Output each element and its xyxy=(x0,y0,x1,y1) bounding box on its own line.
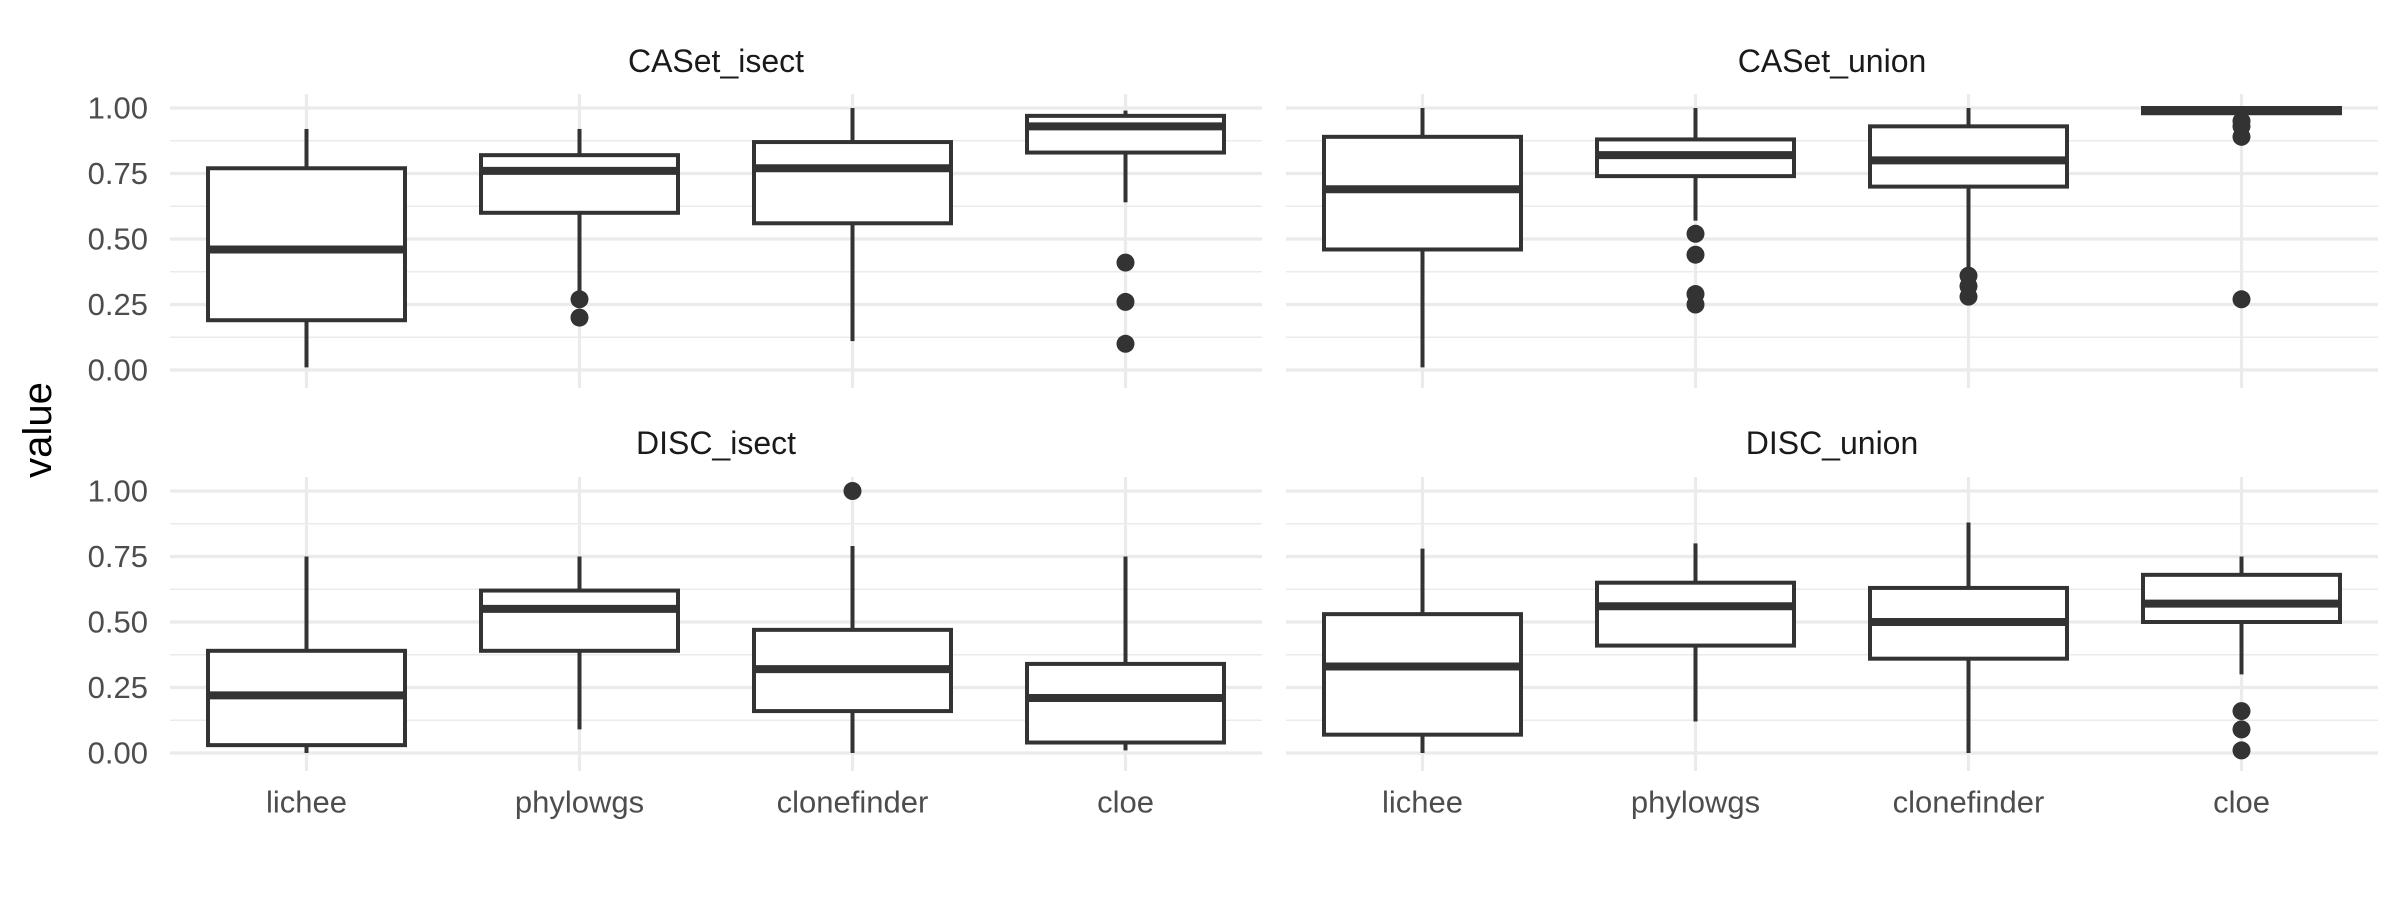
y-tick-label: 0.00 xyxy=(88,736,148,771)
y-tick-label: 0.50 xyxy=(88,605,148,640)
outlier-point xyxy=(1116,253,1135,272)
y-tick-label: 0.75 xyxy=(88,156,148,191)
outlier-point xyxy=(2232,127,2251,146)
facet-panel-DISC_isect: DISC_isect 0.00 0.25 0.50 0.75 1.00 lichee phyl… xyxy=(88,425,1262,820)
x-tick-label: phylowgs xyxy=(515,785,644,820)
box-lichee xyxy=(1322,108,1523,368)
outlier-point xyxy=(2232,290,2251,309)
box-iqr xyxy=(1322,612,1523,737)
box-cloe xyxy=(1025,556,1226,751)
box-cloe xyxy=(2141,556,2342,760)
outlier-point xyxy=(1959,287,1978,306)
box-cloe xyxy=(1025,110,1226,353)
x-tick-label: clonefinder xyxy=(777,785,929,820)
facet-panels: CASet_isect 0.00 0.25 0.50 0.75 1.00 CASet_uni… xyxy=(88,43,2378,820)
box-lichee xyxy=(206,128,407,368)
x-tick-label: cloe xyxy=(2213,785,2270,820)
box-lichee xyxy=(1322,548,1523,753)
box-iqr xyxy=(752,140,953,226)
box-clonefinder xyxy=(1868,108,2069,306)
box-phylowgs xyxy=(479,556,680,730)
y-tick-label: 1.00 xyxy=(88,91,148,126)
outlier-point xyxy=(843,482,862,500)
outlier-point xyxy=(1686,245,1705,264)
y-tick-label: 0.75 xyxy=(88,539,148,574)
panel-title: CASet_union xyxy=(1738,43,1927,79)
y-tick-label: 0.00 xyxy=(88,353,148,388)
box-iqr xyxy=(206,166,407,323)
outlier-point xyxy=(2232,741,2251,760)
x-tick-label: lichee xyxy=(266,785,347,820)
panel-title: DISC_isect xyxy=(636,425,796,461)
box-clonefinder xyxy=(752,482,953,753)
box-iqr xyxy=(1025,113,1226,155)
outlier-point xyxy=(570,290,589,309)
y-tick-label: 1.00 xyxy=(88,474,148,509)
box-clonefinder xyxy=(752,108,953,342)
box-clonefinder xyxy=(1868,522,2069,753)
box-iqr xyxy=(2141,572,2342,625)
panel-title: DISC_union xyxy=(1746,425,1919,461)
y-axis-title: value xyxy=(16,382,60,478)
x-tick-label: phylowgs xyxy=(1631,785,1760,820)
box-iqr xyxy=(1595,580,1796,648)
outlier-point xyxy=(1686,224,1705,243)
outlier-point xyxy=(2232,702,2251,721)
box-phylowgs xyxy=(1595,108,1796,314)
box-iqr xyxy=(479,588,680,653)
y-tick-label: 0.25 xyxy=(88,287,148,322)
box-phylowgs xyxy=(479,128,680,327)
outlier-point xyxy=(1116,292,1135,311)
panel-title: CASet_isect xyxy=(628,43,804,79)
x-tick-label: lichee xyxy=(1382,785,1463,820)
box-cloe xyxy=(2141,106,2342,309)
outlier-point xyxy=(570,308,589,327)
box-iqr xyxy=(1025,661,1226,745)
box-iqr xyxy=(479,153,680,215)
facet-panel-CASet_union: CASet_union xyxy=(1286,43,2378,388)
outlier-point xyxy=(2232,720,2251,739)
box-phylowgs xyxy=(1595,543,1796,722)
outlier-point xyxy=(1686,295,1705,314)
y-tick-label: 0.25 xyxy=(88,670,148,705)
y-tick-label: 0.50 xyxy=(88,222,148,257)
facet-panel-CASet_isect: CASet_isect 0.00 0.25 0.50 0.75 1.00 xyxy=(88,43,1262,388)
box-lichee xyxy=(206,556,407,753)
x-tick-label: cloe xyxy=(1097,785,1154,820)
x-tick-label: clonefinder xyxy=(1893,785,2045,820)
outlier-point xyxy=(1116,334,1135,353)
